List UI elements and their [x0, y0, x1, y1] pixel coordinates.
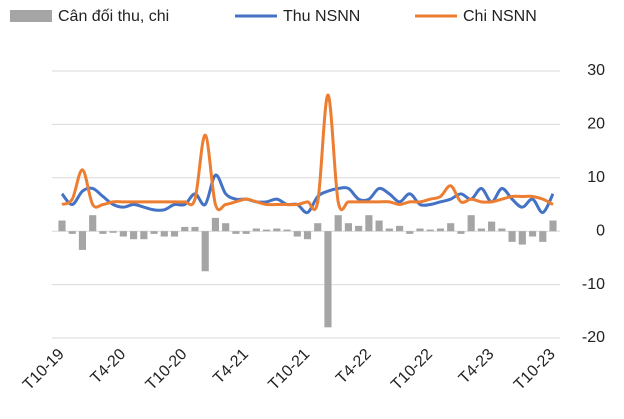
- bar: [68, 231, 76, 234]
- x-tick-label: T4-20: [88, 346, 130, 388]
- bar: [150, 231, 158, 234]
- bar: [181, 226, 189, 232]
- bar: [324, 231, 332, 328]
- bar: [130, 231, 138, 240]
- bar: [314, 223, 322, 232]
- bar: [477, 228, 485, 232]
- bar: [78, 231, 87, 250]
- bar: [406, 231, 414, 234]
- x-tick-label: T10-23: [511, 346, 559, 394]
- bar: [498, 228, 506, 232]
- bar: [170, 231, 179, 237]
- x-tick-label: T4-23: [456, 346, 498, 388]
- bar: [99, 231, 107, 234]
- bar: [242, 231, 250, 234]
- bar: [549, 220, 557, 232]
- legend-label: Cân đối thu, chi: [58, 8, 169, 25]
- line: [60, 173, 555, 215]
- bar: [58, 220, 66, 232]
- bar: [232, 231, 240, 234]
- bar: [344, 223, 352, 232]
- legend-label: Thu NSNN: [283, 8, 360, 25]
- bar: [355, 225, 363, 232]
- bar: [416, 228, 424, 232]
- bar: [528, 231, 537, 237]
- y-tick-label: -20: [582, 329, 605, 346]
- bar: [293, 231, 301, 237]
- legend-label: Chi NSNN: [463, 8, 537, 25]
- bar: [263, 229, 271, 232]
- bar: [303, 231, 312, 240]
- x-tick-label: T10-20: [143, 346, 191, 394]
- bar: [211, 217, 220, 232]
- bar: [252, 228, 260, 232]
- bar: [426, 229, 434, 232]
- bar: [273, 228, 281, 232]
- y-tick-label: -10: [582, 276, 605, 293]
- bar: [283, 229, 291, 232]
- bar: [457, 231, 465, 234]
- bar: [539, 231, 547, 242]
- bar: [140, 231, 148, 240]
- bar: [191, 226, 199, 232]
- bar: [365, 215, 373, 232]
- bar: [395, 225, 404, 232]
- x-tick-label: T4-21: [210, 346, 252, 388]
- y-tick-label: 10: [587, 169, 605, 186]
- bar: [222, 223, 230, 232]
- bar: [467, 215, 475, 232]
- y-tick-label: 30: [587, 62, 605, 79]
- bar: [334, 215, 342, 232]
- x-tick-label: T10-19: [20, 346, 68, 394]
- y-tick-label: 0: [596, 222, 605, 239]
- bar: [201, 231, 209, 272]
- bar: [518, 231, 526, 245]
- bar: [488, 221, 496, 232]
- legend-swatch: [10, 10, 52, 22]
- line: [61, 93, 554, 212]
- bar: [436, 228, 445, 232]
- x-tick-label: T10-21: [265, 346, 313, 394]
- y-tick-label: 20: [587, 116, 605, 133]
- bar: [160, 231, 168, 237]
- bar: [109, 231, 117, 233]
- bar: [89, 215, 97, 232]
- x-tick-label: T4-22: [333, 346, 375, 388]
- bar: [508, 231, 516, 242]
- bar: [375, 220, 383, 232]
- bar: [119, 231, 127, 237]
- bar: [385, 228, 393, 232]
- x-tick-label: T10-22: [388, 346, 436, 394]
- bar: [447, 223, 455, 232]
